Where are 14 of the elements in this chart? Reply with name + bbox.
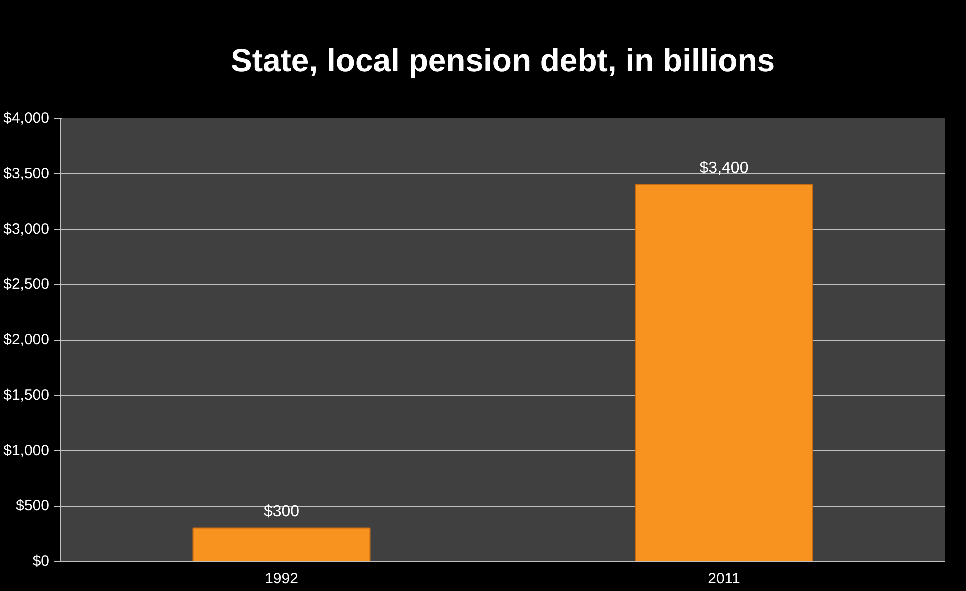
y-tick-label: $500 [16,498,50,515]
y-tick-label: $3,000 [4,220,50,238]
chart-title: State, local pension debt, in billions [230,42,776,78]
y-tick-label: $1,500 [4,386,50,404]
y-tick-label: $3,500 [4,165,50,182]
x-tick-label: 1992 [265,570,298,588]
data-label: $3,400 [700,160,749,177]
y-tick-label: $1,000 [4,442,50,460]
y-tick-label: $0 [32,553,50,570]
y-tick-label: $2,000 [4,332,50,348]
x-tick-label: 2011 [708,570,740,588]
y-tick-label: $4,000 [4,110,50,127]
y-tick-label: $2,500 [4,276,50,294]
data-label: $300 [264,503,300,520]
